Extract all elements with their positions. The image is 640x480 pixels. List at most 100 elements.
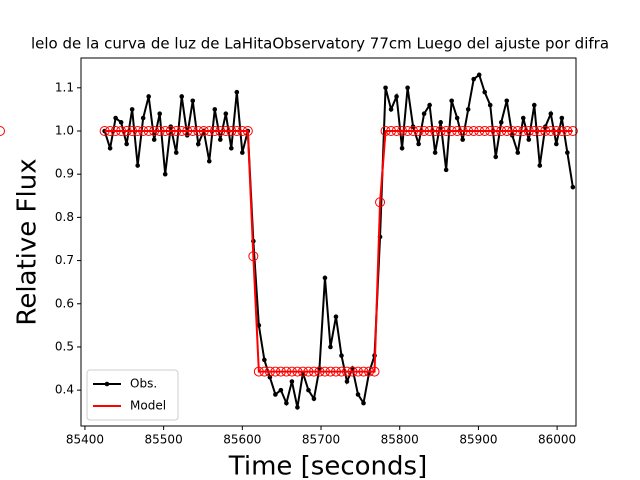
data-point	[421, 111, 427, 117]
data-point	[121, 125, 132, 136]
x-tick-label: 85500	[145, 433, 183, 447]
data-point	[339, 353, 344, 358]
data-point	[217, 137, 223, 142]
data-point	[364, 366, 375, 377]
data-point	[344, 379, 350, 384]
data-point	[369, 366, 380, 377]
x-tick-label: 85400	[66, 433, 104, 447]
data-point	[160, 125, 171, 136]
data-point	[314, 366, 325, 377]
data-point	[570, 184, 576, 190]
data-point	[322, 275, 328, 281]
data-point	[99, 125, 110, 136]
data-point	[501, 125, 512, 136]
data-point	[341, 366, 352, 377]
data-point	[534, 125, 545, 136]
data-point	[281, 366, 292, 377]
data-point	[526, 137, 532, 142]
data-point	[498, 120, 504, 125]
data-point	[399, 145, 405, 151]
data-point	[435, 125, 446, 136]
data-point	[240, 150, 245, 155]
data-point	[116, 125, 127, 136]
data-point	[559, 115, 565, 121]
data-point	[427, 102, 432, 108]
data-point	[284, 400, 289, 406]
data-point	[212, 107, 218, 112]
data-point	[487, 102, 493, 108]
data-point	[135, 163, 140, 168]
x-tick-label: 85600	[223, 433, 261, 447]
y-tick-label: 0.5	[55, 339, 74, 353]
data-point	[391, 125, 402, 136]
y-tick-label: 0.4	[55, 383, 74, 397]
data-point	[146, 94, 151, 99]
data-point	[187, 125, 198, 136]
data-point	[556, 125, 567, 136]
legend-box	[86, 369, 179, 421]
data-point	[471, 76, 476, 82]
chart-title: lelo de la curva de luz de LaHitaObserva…	[31, 35, 609, 53]
data-point	[138, 125, 149, 136]
data-point	[107, 145, 113, 151]
data-point	[490, 125, 501, 136]
y-tick-label: 1.0	[55, 123, 74, 137]
data-point	[195, 141, 201, 147]
data-point	[215, 125, 226, 136]
data-point	[157, 111, 162, 117]
data-point	[520, 115, 526, 121]
data-point	[438, 120, 443, 125]
data-point	[358, 366, 369, 377]
data-point	[306, 387, 311, 393]
data-point	[460, 137, 465, 142]
data-point	[386, 125, 397, 136]
data-point	[441, 125, 452, 136]
legend-label: Model	[130, 399, 166, 413]
y-tick-label: 0.8	[55, 210, 74, 224]
data-point	[518, 125, 529, 136]
data-point	[463, 125, 474, 136]
data-point	[336, 366, 347, 377]
data-point	[151, 137, 157, 142]
data-point	[468, 125, 479, 136]
data-point	[449, 98, 454, 104]
data-point	[295, 405, 300, 410]
data-point	[278, 387, 284, 393]
data-point	[270, 366, 281, 377]
data-point	[132, 125, 143, 136]
y-tick-label: 0.9	[55, 167, 74, 181]
data-point	[0, 125, 5, 136]
data-point	[319, 366, 330, 377]
data-point	[493, 154, 499, 160]
data-point	[479, 125, 490, 136]
y-tick-label: 1.1	[55, 80, 74, 94]
data-point	[226, 125, 237, 136]
data-point	[430, 125, 441, 136]
data-point	[347, 366, 358, 377]
data-point	[303, 366, 314, 377]
data-point	[297, 366, 308, 377]
data-point	[190, 98, 196, 104]
data-point	[375, 197, 386, 208]
data-point	[485, 125, 496, 136]
data-point	[402, 125, 413, 136]
data-point	[476, 72, 482, 78]
data-point	[273, 392, 278, 397]
data-point	[113, 115, 118, 121]
data-point	[308, 366, 319, 377]
data-point	[182, 125, 193, 136]
data-point	[548, 111, 554, 117]
data-point	[523, 125, 534, 136]
data-point	[565, 150, 570, 155]
data-point	[567, 125, 578, 136]
data-point	[454, 115, 460, 121]
data-point	[129, 107, 135, 112]
data-point	[443, 167, 449, 173]
data-point	[380, 125, 391, 136]
x-tick-label: 85900	[459, 433, 497, 447]
data-point	[223, 111, 229, 117]
data-point	[452, 125, 463, 136]
data-point	[333, 314, 339, 320]
data-point	[171, 125, 182, 136]
